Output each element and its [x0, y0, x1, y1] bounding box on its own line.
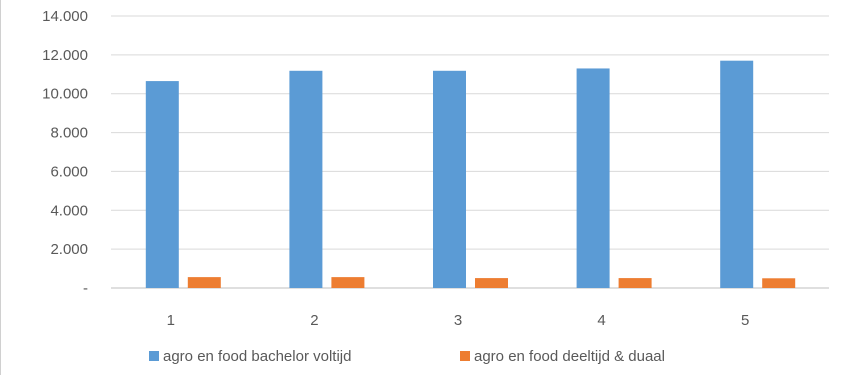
bar-voltijd-3	[433, 70, 466, 288]
gridlines	[111, 15, 829, 289]
legend-swatch	[149, 351, 159, 361]
y-axis-ticks: - 2.000 4.000 6.000 8.000 10.000 12.000 14.000	[42, 8, 88, 297]
legend: agro en food bachelor voltijd agro en foo…	[149, 348, 665, 365]
x-tick-label: 5	[741, 312, 749, 329]
y-tick-label: -	[83, 280, 88, 297]
x-tick-label: 2	[310, 312, 318, 329]
legend-swatch	[460, 351, 470, 361]
bar-voltijd-5	[720, 60, 754, 288]
bar-voltijd-4	[576, 68, 610, 288]
y-tick-label: 14.000	[42, 8, 88, 25]
y-tick-label: 8.000	[50, 125, 88, 142]
y-tick-label: 10.000	[42, 86, 88, 103]
x-tick-label: 4	[597, 312, 605, 329]
x-axis-ticks: 1 2 3 4 5	[167, 312, 750, 329]
y-tick-label: 2.000	[50, 241, 88, 258]
x-tick-label: 3	[454, 312, 462, 329]
bar-voltijd-1	[145, 81, 179, 288]
bar-deeltijd-duaal-5	[762, 278, 796, 288]
legend-label: agro en food deeltijd & duaal	[474, 348, 665, 365]
bars	[145, 60, 796, 288]
y-tick-label: 12.000	[42, 47, 88, 64]
bar-deeltijd-duaal-1	[187, 277, 221, 288]
y-tick-label: 6.000	[50, 163, 88, 180]
bar-voltijd-2	[289, 70, 323, 288]
bar-deeltijd-duaal-2	[331, 277, 365, 288]
legend-label: agro en food bachelor voltijd	[163, 348, 351, 365]
x-tick-label: 1	[167, 312, 175, 329]
y-tick-label: 4.000	[50, 202, 88, 219]
bar-deeltijd-duaal-4	[618, 278, 652, 288]
bar-deeltijd-duaal-3	[475, 278, 508, 288]
